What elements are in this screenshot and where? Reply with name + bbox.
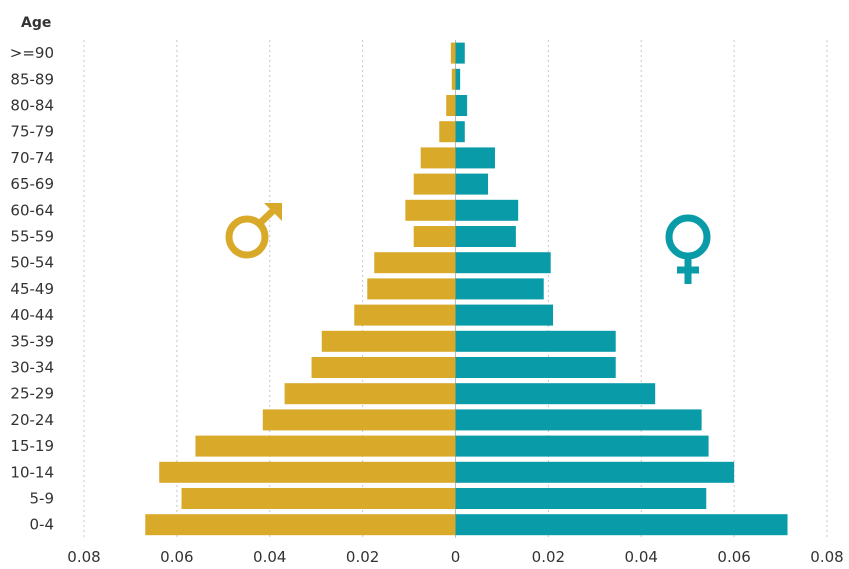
- male-bar-5054: [374, 252, 456, 274]
- x-tick-label: 0.02: [346, 548, 379, 566]
- female-bar-5559: [455, 226, 516, 247]
- labels: 0.08 0.06 0.04 0.02 0 0.02 0.04 0.06 0.08 >=90 85-…: [10, 44, 844, 566]
- y-tick-label: 5-9: [30, 490, 55, 508]
- male-bar-8589: [451, 68, 456, 90]
- y-tick-label: 45-49: [10, 280, 54, 298]
- female-bar-6569: [455, 173, 489, 195]
- male-bar-6064: [405, 199, 456, 221]
- y-tick-label: 85-89: [10, 70, 54, 88]
- y-tick-label: 15-19: [10, 437, 54, 455]
- female-bar-04: [455, 514, 788, 536]
- x-tick-label: 0.06: [717, 548, 750, 566]
- male-bar-7579: [439, 121, 456, 143]
- female-bar-7579: [455, 121, 465, 143]
- y-tick-label: 40-44: [10, 306, 54, 324]
- x-tick-label: 0.04: [625, 548, 658, 566]
- y-axis-title: Age: [21, 15, 51, 31]
- y-tick-label: 75-79: [10, 123, 54, 141]
- y-tick-label: 20-24: [10, 411, 54, 429]
- y-tick-label: 60-64: [10, 201, 54, 219]
- male-bar-4044: [354, 304, 456, 326]
- x-tick-label: 0.08: [67, 548, 100, 566]
- male-symbol-icon: [225, 203, 282, 259]
- female-bar-59: [455, 488, 707, 509]
- y-tick-label: 50-54: [10, 254, 54, 272]
- female-bar-4044: [455, 304, 554, 326]
- male-bar-1014: [159, 461, 456, 483]
- male-bar-7074: [420, 147, 456, 169]
- male-bar-5559: [413, 226, 456, 247]
- male-bar-04: [145, 514, 456, 536]
- male-bar-2529: [284, 383, 456, 405]
- y-tick-label: 65-69: [10, 175, 54, 193]
- female-symbol-icon: [665, 214, 711, 284]
- x-tick-label: 0.06: [160, 548, 193, 566]
- female-bar-2024: [455, 409, 702, 431]
- female-bar-7074: [455, 147, 495, 169]
- y-tick-label: 70-74: [10, 149, 54, 167]
- female-bar-1014: [455, 461, 735, 483]
- x-tick-label: 0.02: [532, 548, 565, 566]
- male-bar-59: [181, 488, 456, 509]
- female-bar-3539: [455, 330, 616, 352]
- female-bar-90: [455, 42, 465, 64]
- y-tick-label: 0-4: [30, 516, 55, 534]
- y-tick-label: 55-59: [10, 228, 54, 246]
- y-tick-label: >=90: [10, 44, 54, 62]
- male-bar-8084: [446, 95, 456, 116]
- x-tick-label: 0.04: [253, 548, 286, 566]
- male-bar-6569: [413, 173, 456, 195]
- female-bar-5054: [455, 252, 551, 274]
- female-bar-4549: [455, 278, 544, 300]
- x-tick-label: 0: [451, 548, 461, 566]
- male-bar-1519: [195, 435, 456, 457]
- female-bar-3034: [455, 357, 616, 378]
- y-tick-label: 10-14: [10, 463, 54, 481]
- y-tick-label: 80-84: [10, 97, 54, 115]
- female-bar-1519: [455, 435, 709, 457]
- female-bar-8589: [455, 68, 461, 90]
- male-bar-2024: [262, 409, 456, 431]
- y-tick-label: 25-29: [10, 385, 54, 403]
- y-tick-label: 30-34: [10, 359, 54, 377]
- male-bar-3539: [321, 330, 456, 352]
- y-tick-label: 35-39: [10, 332, 54, 350]
- male-bar-4549: [367, 278, 456, 300]
- female-bar-8084: [455, 95, 468, 116]
- male-bar-3034: [311, 357, 456, 378]
- x-tick-label: 0.08: [810, 548, 843, 566]
- bars: [145, 42, 788, 536]
- male-bar-90: [450, 42, 456, 64]
- female-bar-2529: [455, 383, 656, 405]
- female-bar-6064: [455, 199, 519, 221]
